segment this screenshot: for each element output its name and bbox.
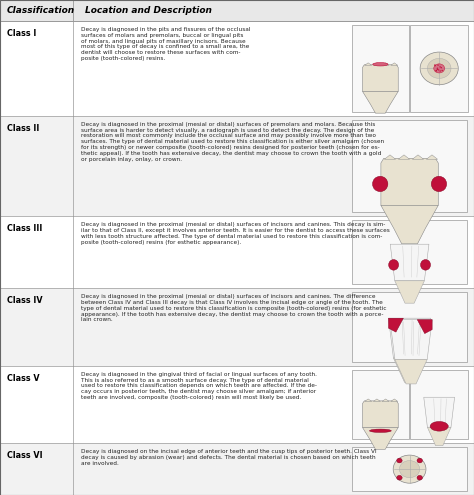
Ellipse shape [441,70,443,71]
Polygon shape [393,358,426,383]
Bar [0,21,474,116]
Ellipse shape [397,458,402,463]
Ellipse shape [428,58,451,78]
Bar [352,447,467,491]
Text: Classification: Classification [7,6,75,15]
Text: Decay is diagnosed in the proximal (mesial or distal) surfaces of incisors and c: Decay is diagnosed in the proximal (mesi… [82,222,390,245]
Ellipse shape [436,70,437,71]
Polygon shape [417,320,432,334]
Text: Class III: Class III [7,224,42,233]
Ellipse shape [369,429,391,433]
Text: Decay is diagnosed in the gingival third of facial or lingual surfaces of any to: Decay is diagnosed in the gingival third… [82,372,318,400]
Text: Class IV: Class IV [7,296,43,305]
Text: Decay is diagnosed on the incisal edge of anterior teeth and the cusp tips of po: Decay is diagnosed on the incisal edge o… [82,449,377,466]
Ellipse shape [420,259,430,270]
Polygon shape [412,155,424,159]
Bar [0,0,474,21]
Text: Class VI: Class VI [7,451,43,460]
Bar [352,220,467,284]
Bar [0,116,474,216]
Polygon shape [428,427,451,446]
Polygon shape [390,244,429,281]
Polygon shape [363,428,398,449]
Bar [0,216,474,288]
Polygon shape [363,401,398,428]
Bar [352,370,409,439]
Text: Class I: Class I [7,29,36,38]
Ellipse shape [373,62,388,66]
Polygon shape [374,63,380,65]
Bar [352,120,467,212]
Ellipse shape [434,64,445,73]
Polygon shape [363,92,398,113]
Bar [410,25,468,112]
Polygon shape [381,158,438,205]
Bar [0,444,474,495]
Polygon shape [384,155,396,159]
Polygon shape [424,397,455,427]
Polygon shape [395,281,424,303]
Bar [352,25,409,112]
Polygon shape [391,63,398,65]
Polygon shape [389,318,403,332]
Polygon shape [381,205,438,244]
Text: Decay is diagnosed in the proximal (mesial or distal) surfaces of incisors and c: Decay is diagnosed in the proximal (mesi… [82,294,387,322]
Polygon shape [391,399,398,401]
Ellipse shape [420,52,458,85]
Bar [0,366,474,444]
Text: Decay is diagnosed in the proximal (mesial or distal) surfaces of premolars and : Decay is diagnosed in the proximal (mesi… [82,122,384,161]
Ellipse shape [437,68,438,69]
Polygon shape [382,399,389,401]
Ellipse shape [438,64,439,66]
Ellipse shape [417,458,422,463]
Ellipse shape [438,69,439,71]
Text: Class II: Class II [7,124,39,133]
Ellipse shape [431,176,447,192]
Ellipse shape [397,475,402,480]
Polygon shape [395,359,427,384]
Bar [0,288,474,366]
Text: Class V: Class V [7,374,40,383]
Ellipse shape [434,64,436,66]
Text: Decay is diagnosed in the pits and fissures of the occlusal
surfaces of molars a: Decay is diagnosed in the pits and fissu… [82,27,251,61]
Ellipse shape [435,65,436,66]
Ellipse shape [393,455,426,483]
Ellipse shape [389,259,399,270]
Polygon shape [389,318,431,358]
Polygon shape [365,399,372,401]
Ellipse shape [373,176,388,192]
Ellipse shape [435,70,437,72]
Ellipse shape [400,460,419,478]
Ellipse shape [437,69,438,70]
Bar [410,370,468,439]
Ellipse shape [430,421,448,431]
Bar [352,292,467,362]
Polygon shape [374,399,380,401]
Polygon shape [382,63,389,65]
Ellipse shape [439,66,441,67]
Ellipse shape [440,67,442,68]
Polygon shape [365,63,372,65]
Ellipse shape [417,475,422,480]
Polygon shape [398,155,410,159]
Polygon shape [427,155,438,159]
Ellipse shape [439,70,441,72]
Polygon shape [363,65,398,92]
Polygon shape [390,320,432,359]
Text: Location and Description: Location and Description [85,6,212,15]
